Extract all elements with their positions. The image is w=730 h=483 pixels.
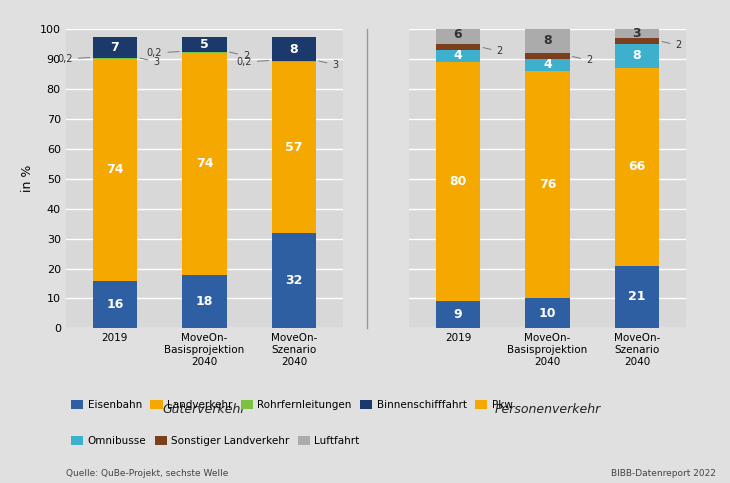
Text: 8: 8 bbox=[290, 43, 298, 56]
Y-axis label: in %: in % bbox=[21, 165, 34, 192]
Bar bbox=[436, 50, 480, 62]
Text: 32: 32 bbox=[285, 274, 302, 287]
Text: 7: 7 bbox=[110, 42, 119, 55]
Bar bbox=[525, 29, 570, 53]
Bar bbox=[182, 37, 227, 52]
Text: 80: 80 bbox=[450, 175, 466, 188]
Text: 0,2: 0,2 bbox=[237, 57, 269, 67]
Text: Personenverkehr: Personenverkehr bbox=[494, 403, 601, 416]
Text: 21: 21 bbox=[629, 290, 646, 303]
Bar bbox=[182, 52, 227, 53]
Bar bbox=[615, 29, 659, 38]
Text: 4: 4 bbox=[543, 58, 552, 71]
Text: Quelle: QuBe-Projekt, sechste Welle: Quelle: QuBe-Projekt, sechste Welle bbox=[66, 469, 228, 478]
Text: BIBB-Datenreport 2022: BIBB-Datenreport 2022 bbox=[610, 469, 715, 478]
Bar bbox=[182, 274, 227, 328]
Bar bbox=[436, 44, 480, 50]
Text: 18: 18 bbox=[196, 295, 213, 308]
Bar bbox=[525, 59, 570, 71]
Text: 2: 2 bbox=[483, 46, 503, 57]
Text: 8: 8 bbox=[543, 34, 552, 47]
Text: 2: 2 bbox=[662, 41, 682, 50]
Text: 74: 74 bbox=[196, 157, 213, 170]
Bar bbox=[525, 71, 570, 298]
Bar bbox=[93, 281, 137, 328]
Bar bbox=[93, 37, 137, 58]
Text: 2: 2 bbox=[572, 56, 592, 65]
Text: 5: 5 bbox=[200, 38, 209, 51]
Bar bbox=[436, 62, 480, 301]
Bar bbox=[615, 266, 659, 328]
Bar bbox=[525, 298, 570, 328]
Bar bbox=[615, 38, 659, 44]
Text: 6: 6 bbox=[454, 28, 462, 42]
Bar bbox=[272, 61, 316, 62]
Bar bbox=[272, 62, 316, 233]
Text: 9: 9 bbox=[454, 309, 462, 322]
Text: 3: 3 bbox=[140, 57, 160, 67]
Text: 2: 2 bbox=[229, 51, 249, 61]
Text: 66: 66 bbox=[629, 160, 645, 173]
Bar bbox=[272, 37, 316, 61]
Text: 3: 3 bbox=[633, 27, 641, 40]
Bar bbox=[182, 53, 227, 274]
Bar bbox=[272, 233, 316, 328]
Bar bbox=[525, 53, 570, 59]
Bar bbox=[615, 44, 659, 68]
Legend: Omnibusse, Sonstiger Landverkehr, Luftfahrt: Omnibusse, Sonstiger Landverkehr, Luftfa… bbox=[71, 437, 360, 446]
Text: 76: 76 bbox=[539, 178, 556, 191]
Bar bbox=[436, 26, 480, 44]
Text: 8: 8 bbox=[633, 49, 641, 62]
Text: 3: 3 bbox=[319, 60, 339, 70]
Legend: Eisenbahn, Landverkehr, Rohrfernleitungen, Binnenschifffahrt, Pkw: Eisenbahn, Landverkehr, Rohrfernleitunge… bbox=[71, 400, 512, 410]
Text: 57: 57 bbox=[285, 141, 303, 154]
Text: 10: 10 bbox=[539, 307, 556, 320]
Text: 0,2: 0,2 bbox=[58, 54, 90, 64]
Text: 0,2: 0,2 bbox=[147, 48, 180, 58]
Text: 74: 74 bbox=[106, 163, 123, 176]
Text: 16: 16 bbox=[107, 298, 123, 311]
Bar bbox=[93, 58, 137, 59]
Bar bbox=[615, 68, 659, 266]
Bar bbox=[436, 301, 480, 328]
Text: Güterverkehr: Güterverkehr bbox=[163, 403, 246, 416]
Bar bbox=[93, 59, 137, 281]
Text: 4: 4 bbox=[453, 49, 462, 62]
